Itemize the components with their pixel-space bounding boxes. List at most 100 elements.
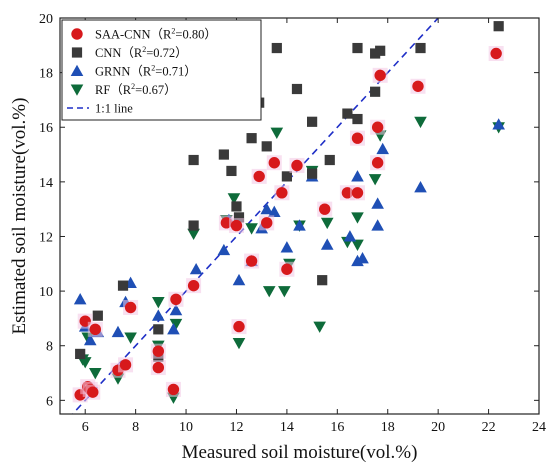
data-point (269, 157, 280, 168)
data-point (369, 174, 382, 185)
y-tick-label: 18 (39, 67, 53, 82)
data-point (352, 114, 362, 124)
legend-label: RF（R2=0.67） (95, 82, 177, 97)
x-tick-label: 12 (229, 420, 243, 435)
y-tick-label: 6 (46, 394, 53, 409)
data-point (291, 160, 302, 171)
data-point (261, 217, 272, 228)
data-point (112, 326, 125, 337)
data-point (351, 212, 364, 223)
data-point (253, 171, 264, 182)
data-point (490, 48, 501, 59)
legend-label: 1:1 line (95, 102, 133, 116)
data-point (218, 244, 231, 255)
data-point (125, 302, 136, 313)
data-point (307, 169, 317, 179)
legend-label: CNN（R2=0.72） (95, 45, 188, 60)
data-point (371, 219, 384, 230)
x-tick-label: 8 (132, 420, 139, 435)
data-point (262, 141, 272, 151)
data-point (414, 117, 427, 128)
legend: SAA-CNN（R2=0.80） CNN（R2=0.72） GRNN（R2=0.71… (62, 20, 261, 120)
data-point (153, 324, 163, 334)
data-point (74, 293, 87, 304)
data-point (352, 187, 363, 198)
data-point (233, 321, 244, 332)
data-point (188, 280, 199, 291)
data-point (168, 384, 179, 395)
x-axis-title: Measured soil moisture(vol.%) (182, 442, 418, 463)
data-point (352, 132, 363, 143)
data-point (246, 255, 257, 266)
y-tick-label: 16 (39, 121, 53, 136)
y-axis-title: Estimated soil moisture(vol.%) (9, 98, 30, 335)
data-point (90, 324, 101, 335)
data-point (170, 294, 181, 305)
data-point (412, 81, 423, 92)
data-point (371, 197, 384, 208)
data-point (271, 128, 284, 139)
data-point (374, 70, 385, 81)
data-point (319, 203, 330, 214)
data-point (307, 117, 317, 127)
data-point (344, 230, 357, 241)
data-point (292, 84, 302, 94)
data-point (321, 218, 334, 229)
x-tick-label: 20 (431, 420, 445, 435)
data-point (152, 297, 165, 308)
x-tick-label: 10 (179, 420, 193, 435)
data-point (414, 181, 427, 192)
x-tick-label: 6 (82, 420, 89, 435)
data-point (352, 43, 362, 53)
x-tick-label: 22 (482, 420, 496, 435)
y-tick-label: 20 (39, 12, 53, 27)
data-point (89, 368, 102, 379)
y-tick-label: 10 (39, 285, 53, 300)
data-point (189, 220, 199, 230)
data-point (281, 241, 294, 252)
data-point (231, 220, 242, 231)
data-point (231, 201, 241, 211)
legend-marker (72, 47, 82, 57)
y-tick-label: 12 (39, 230, 53, 245)
y-tick-label: 8 (46, 340, 53, 355)
data-point (317, 275, 327, 285)
data-point (93, 311, 103, 321)
data-point (190, 263, 203, 274)
data-point (376, 143, 389, 154)
data-point (372, 122, 383, 133)
data-point (494, 21, 504, 31)
data-point (233, 274, 246, 285)
data-point (342, 108, 352, 118)
data-point (87, 386, 98, 397)
data-point (219, 149, 229, 159)
data-point (153, 362, 164, 373)
data-point (278, 286, 291, 297)
data-point (152, 309, 165, 320)
data-point (276, 187, 287, 198)
data-point (153, 345, 164, 356)
data-point (75, 349, 85, 359)
data-point (321, 238, 334, 249)
legend-marker (71, 28, 82, 39)
series-grnn (74, 118, 505, 345)
data-point (120, 359, 131, 370)
data-point (189, 155, 199, 165)
x-tick-label: 24 (532, 420, 546, 435)
data-point (370, 87, 380, 97)
data-point (263, 286, 276, 297)
data-point (233, 338, 246, 349)
legend-label: GRNN（R2=0.71） (95, 64, 197, 79)
x-tick-label: 18 (381, 420, 395, 435)
data-point (313, 322, 326, 333)
data-point (281, 264, 292, 275)
data-point (351, 170, 364, 181)
y-tick-label: 14 (39, 176, 53, 191)
data-point (372, 157, 383, 168)
data-point (226, 166, 236, 176)
data-point (415, 43, 425, 53)
data-point (375, 46, 385, 56)
legend-label: SAA-CNN（R2=0.80） (95, 27, 217, 42)
